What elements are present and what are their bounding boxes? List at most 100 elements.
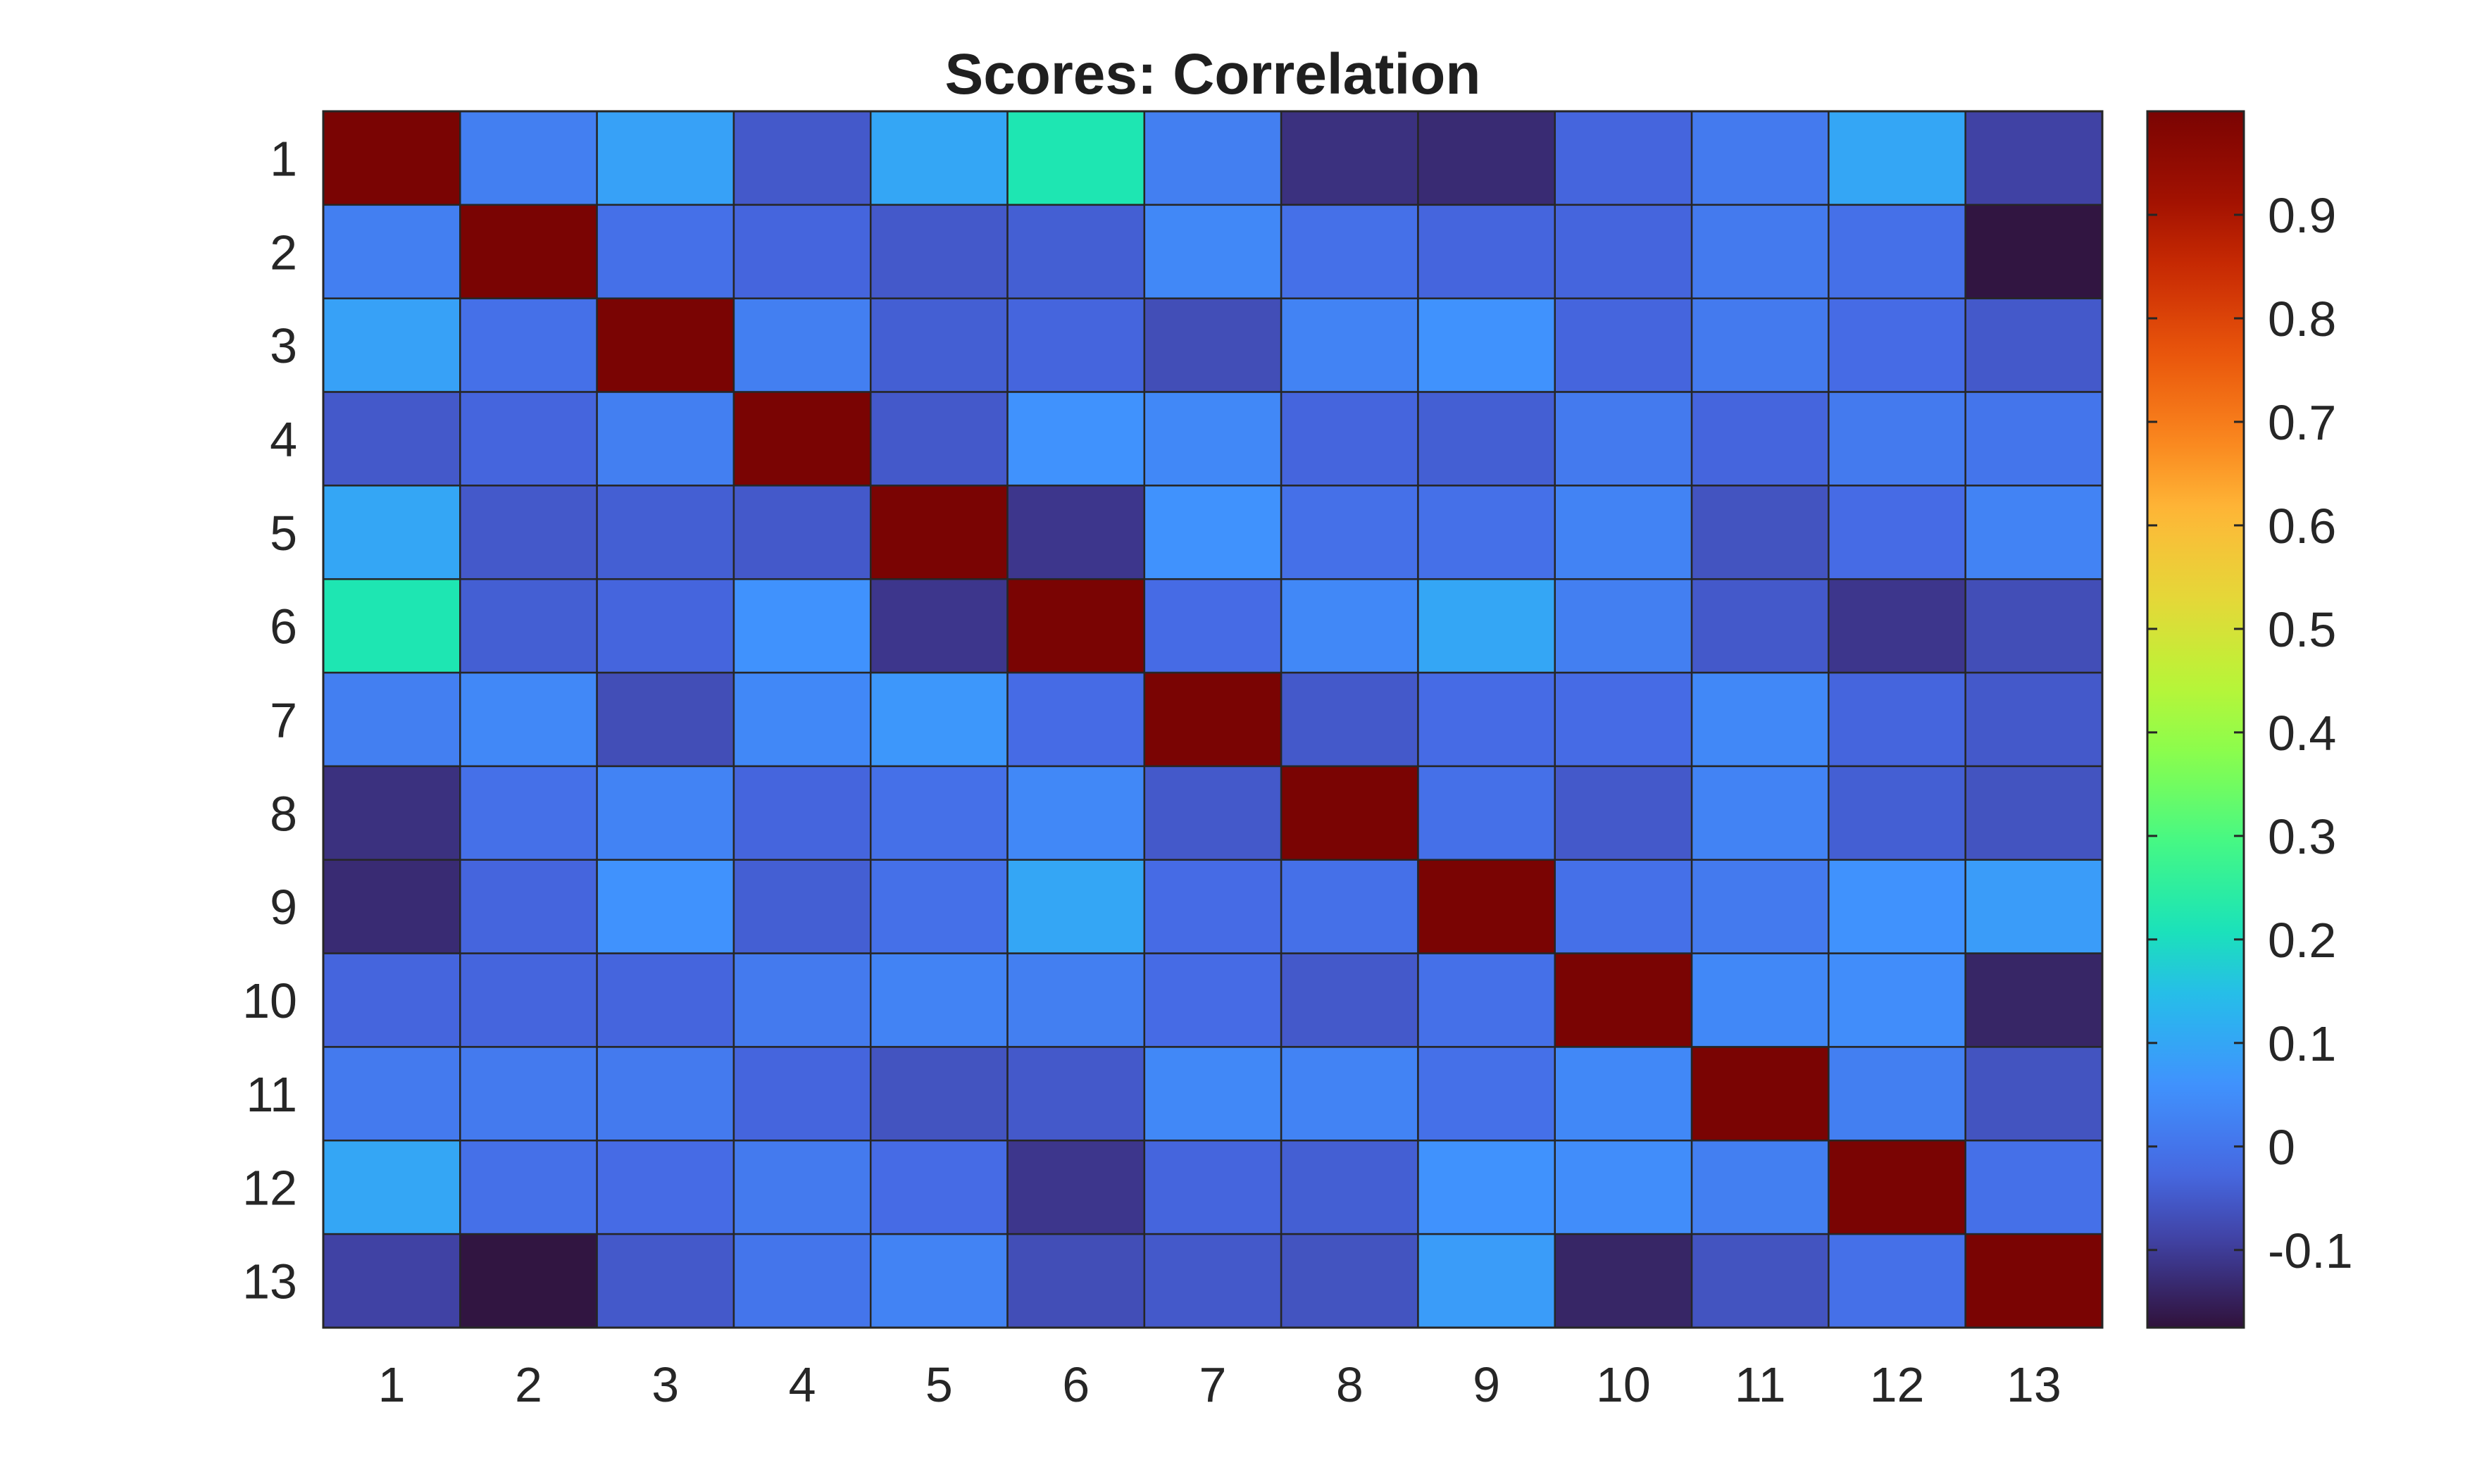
x-tick-label: 3 bbox=[651, 1357, 679, 1412]
colorbar-ticks: -0.1 0 0.1 0.2 0.3 0.4 0.5 0.6 0.7 0.8 0.9 bbox=[2147, 188, 2353, 1278]
heatmap-cell bbox=[1280, 578, 1419, 674]
heatmap-cell bbox=[459, 204, 598, 299]
x-tick-label: 8 bbox=[1336, 1357, 1363, 1412]
heatmap-cell bbox=[732, 1140, 872, 1235]
heatmap-cell bbox=[1280, 485, 1419, 580]
heatmap-cell bbox=[1964, 952, 2104, 1048]
heatmap-cell bbox=[596, 204, 735, 299]
heatmap-cell bbox=[1143, 391, 1283, 487]
heatmap-cell bbox=[732, 204, 872, 299]
heatmap-cell bbox=[1828, 952, 1966, 1048]
heatmap-cell bbox=[596, 1140, 735, 1235]
heatmap-cell bbox=[459, 110, 598, 206]
heatmap-cell bbox=[1690, 297, 1830, 393]
heatmap-cell bbox=[869, 1233, 1009, 1329]
colorbar-tick-label: 0.7 bbox=[2268, 395, 2336, 450]
heatmap-cell bbox=[322, 578, 461, 674]
heatmap-cell bbox=[1964, 297, 2104, 393]
heatmap-cell bbox=[459, 485, 598, 580]
heatmap-cell bbox=[459, 297, 598, 393]
heatmap-cell bbox=[1417, 204, 1556, 299]
heatmap-cell bbox=[869, 578, 1009, 674]
heatmap-cell bbox=[1828, 578, 1966, 674]
heatmap-cell bbox=[1417, 391, 1556, 487]
heatmap-cell bbox=[596, 952, 735, 1048]
heatmap-cell bbox=[1143, 204, 1283, 299]
heatmap-cell bbox=[459, 952, 598, 1048]
heatmap-cell bbox=[732, 578, 872, 674]
colorbar bbox=[2146, 110, 2245, 1329]
heatmap-cell bbox=[322, 1046, 461, 1142]
heatmap-cell bbox=[1554, 859, 1693, 954]
heatmap-cell bbox=[1828, 485, 1966, 580]
heatmap-cell bbox=[1554, 485, 1693, 580]
heatmap-cell bbox=[1828, 391, 1966, 487]
colorbar-tick-label: 0.3 bbox=[2268, 809, 2336, 864]
heatmap-cell bbox=[1006, 1046, 1146, 1142]
heatmap-cell bbox=[1828, 110, 1966, 206]
heatmap-cell bbox=[1690, 1046, 1830, 1142]
heatmap-cell bbox=[322, 485, 461, 580]
heatmap-cell bbox=[1143, 1140, 1283, 1235]
colorbar-tick-label: 0.8 bbox=[2268, 292, 2336, 347]
heatmap-cell bbox=[869, 391, 1009, 487]
heatmap-cell bbox=[596, 110, 735, 206]
heatmap-cell bbox=[1828, 297, 1966, 393]
heatmap-cell bbox=[459, 1046, 598, 1142]
heatmap-cell bbox=[1143, 859, 1283, 954]
x-tick-label: 10 bbox=[1596, 1357, 1651, 1412]
heatmap-cell bbox=[1554, 1046, 1693, 1142]
heatmap-cell bbox=[1143, 578, 1283, 674]
heatmap-cell bbox=[459, 1140, 598, 1235]
heatmap-cell bbox=[732, 485, 872, 580]
heatmap-cell bbox=[322, 952, 461, 1048]
heatmap-cell bbox=[1417, 859, 1556, 954]
heatmap-cell bbox=[1554, 297, 1693, 393]
heatmap-cell bbox=[459, 671, 598, 768]
heatmap-cell bbox=[1964, 859, 2104, 954]
heatmap-cell bbox=[1828, 204, 1966, 299]
heatmap-cell bbox=[1690, 578, 1830, 674]
heatmap-cell bbox=[1280, 765, 1419, 861]
heatmap-cell bbox=[1554, 952, 1693, 1048]
colorbar-tick-label: 0.4 bbox=[2268, 706, 2336, 761]
heatmap-cell bbox=[1006, 952, 1146, 1048]
heatmap-cell bbox=[732, 110, 872, 206]
colorbar-tick-label: 0.5 bbox=[2268, 602, 2336, 657]
colorbar-tick-label: 0.2 bbox=[2268, 913, 2336, 968]
heatmap-cell bbox=[322, 204, 461, 299]
heatmap-cell bbox=[1280, 391, 1419, 487]
heatmap-cells bbox=[322, 110, 2104, 1329]
heatmap-cell bbox=[1143, 110, 1283, 206]
heatmap-cell bbox=[869, 1140, 1009, 1235]
heatmap-cell bbox=[1143, 952, 1283, 1048]
heatmap-cell bbox=[1964, 391, 2104, 487]
heatmap-cell bbox=[1690, 765, 1830, 861]
heatmap-cell bbox=[869, 671, 1009, 768]
heatmap-cell bbox=[1417, 671, 1556, 768]
heatmap-cell bbox=[1554, 1140, 1693, 1235]
heatmap-cell bbox=[1006, 1140, 1146, 1235]
heatmap-cell bbox=[1006, 391, 1146, 487]
heatmap-cell bbox=[1690, 110, 1830, 206]
heatmap-cell bbox=[1143, 1233, 1283, 1329]
heatmap-cell bbox=[1964, 485, 2104, 580]
x-tick-label: 2 bbox=[515, 1357, 542, 1412]
heatmap-cell bbox=[732, 952, 872, 1048]
heatmap-cell bbox=[869, 485, 1009, 580]
y-tick-label: 8 bbox=[270, 786, 297, 841]
heatmap-cell bbox=[459, 859, 598, 954]
heatmap-cell bbox=[322, 859, 461, 954]
y-tick-label: 9 bbox=[270, 880, 297, 935]
heatmap-cell bbox=[869, 1046, 1009, 1142]
colorbar-tick-label: 0.6 bbox=[2268, 499, 2336, 554]
heatmap-cell bbox=[1554, 671, 1693, 768]
heatmap-cell bbox=[1554, 110, 1693, 206]
y-tick-label: 12 bbox=[242, 1161, 297, 1216]
x-tick-label: 1 bbox=[378, 1357, 406, 1412]
y-tick-label: 10 bbox=[242, 973, 297, 1028]
heatmap-cell bbox=[322, 765, 461, 861]
heatmap-cell bbox=[1280, 297, 1419, 393]
heatmap-cell bbox=[1280, 859, 1419, 954]
plot-frame bbox=[322, 110, 2104, 1329]
